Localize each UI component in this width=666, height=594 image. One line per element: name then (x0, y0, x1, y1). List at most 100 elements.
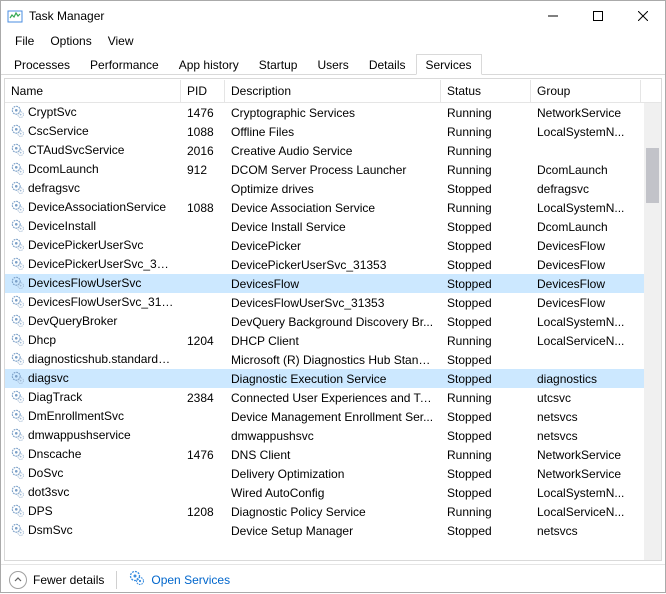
fewer-details-button[interactable]: Fewer details (9, 571, 104, 589)
service-row[interactable]: defragsvcOptimize drivesStoppeddefragsvc (5, 179, 661, 198)
cell-desc: Device Management Enrollment Ser... (225, 409, 441, 425)
service-row[interactable]: DcomLaunch912DCOM Server Process Launche… (5, 160, 661, 179)
services-rows: CryptSvc1476Cryptographic ServicesRunnin… (5, 103, 661, 560)
cell-status: Running (441, 200, 531, 216)
gear-icon (11, 409, 25, 423)
menu-options[interactable]: Options (44, 32, 97, 50)
service-row[interactable]: DevicePickerUserSvc_31353DevicePickerUse… (5, 255, 661, 274)
service-row[interactable]: CTAudSvcService2016Creative Audio Servic… (5, 141, 661, 160)
tab-startup[interactable]: Startup (249, 54, 308, 75)
services-table: ⌃ Name PID Description Status Group Cryp… (4, 78, 662, 561)
service-row[interactable]: dmwappushservicedmwappushsvcStoppednetsv… (5, 426, 661, 445)
cell-desc: Microsoft (R) Diagnostics Hub Stand... (225, 352, 441, 368)
service-row[interactable]: DoSvcDelivery OptimizationStoppedNetwork… (5, 464, 661, 483)
column-header-status[interactable]: Status (441, 80, 531, 102)
service-row[interactable]: CryptSvc1476Cryptographic ServicesRunnin… (5, 103, 661, 122)
cell-pid (181, 492, 225, 494)
service-row[interactable]: DeviceAssociationService1088Device Assoc… (5, 198, 661, 217)
open-services-label: Open Services (151, 573, 230, 587)
cell-pid: 1088 (181, 124, 225, 140)
footer-bar: Fewer details Open Services (1, 564, 665, 594)
column-header-name[interactable]: ⌃ Name (5, 80, 181, 102)
cell-desc: DevicesFlowUserSvc_31353 (225, 295, 441, 311)
cell-name: DevicesFlowUserSvc (5, 275, 181, 292)
cell-group (531, 150, 641, 152)
column-header-group[interactable]: Group (531, 80, 641, 102)
cell-status: Stopped (441, 181, 531, 197)
tab-users[interactable]: Users (307, 54, 358, 75)
column-header-pid[interactable]: PID (181, 80, 225, 102)
cell-name: CscService (5, 123, 181, 140)
service-row[interactable]: DeviceInstallDevice Install ServiceStopp… (5, 217, 661, 236)
service-row[interactable]: DevQueryBrokerDevQuery Background Discov… (5, 312, 661, 331)
cell-group: DcomLaunch (531, 162, 641, 178)
service-row[interactable]: dot3svcWired AutoConfigStoppedLocalSyste… (5, 483, 661, 502)
open-services-link[interactable]: Open Services (129, 570, 230, 589)
gear-icon (11, 124, 25, 138)
cell-desc: Device Setup Manager (225, 523, 441, 539)
cell-status: Running (441, 390, 531, 406)
tab-services[interactable]: Services (416, 54, 482, 75)
cell-pid: 1476 (181, 105, 225, 121)
cell-desc: Optimize drives (225, 181, 441, 197)
gear-icon (11, 219, 25, 233)
scrollbar-track[interactable] (644, 103, 661, 560)
gear-icon (11, 371, 25, 385)
cell-name: DcomLaunch (5, 161, 181, 178)
cell-pid (181, 321, 225, 323)
service-row[interactable]: CscService1088Offline FilesRunningLocalS… (5, 122, 661, 141)
tab-details[interactable]: Details (359, 54, 416, 75)
maximize-button[interactable] (575, 1, 620, 31)
service-row[interactable]: DiagTrack2384Connected User Experiences … (5, 388, 661, 407)
service-row[interactable]: DPS1208Diagnostic Policy ServiceRunningL… (5, 502, 661, 521)
minimize-button[interactable] (530, 1, 575, 31)
service-row[interactable]: Dnscache1476DNS ClientRunningNetworkServ… (5, 445, 661, 464)
cell-name: DoSvc (5, 465, 181, 482)
cell-group: LocalSystemN... (531, 124, 641, 140)
cell-desc: Diagnostic Policy Service (225, 504, 441, 520)
service-row[interactable]: Dhcp1204DHCP ClientRunningLocalServiceN.… (5, 331, 661, 350)
cell-group: DevicesFlow (531, 295, 641, 311)
scrollbar-thumb[interactable] (646, 148, 659, 203)
cell-status: Running (441, 143, 531, 159)
cell-pid: 1088 (181, 200, 225, 216)
cell-group: netsvcs (531, 409, 641, 425)
menu-view[interactable]: View (102, 32, 140, 50)
cell-pid (181, 530, 225, 532)
service-row[interactable]: DsmSvcDevice Setup ManagerStoppednetsvcs (5, 521, 661, 540)
tab-performance[interactable]: Performance (80, 54, 169, 75)
cell-desc: Connected User Experiences and Tel... (225, 390, 441, 406)
tab-app-history[interactable]: App history (169, 54, 249, 75)
gear-icon (11, 390, 25, 404)
cell-status: Stopped (441, 295, 531, 311)
service-row[interactable]: DmEnrollmentSvc Device Management Enrollm… (5, 407, 661, 426)
gear-icon (11, 466, 25, 480)
cell-pid (181, 283, 225, 285)
service-row[interactable]: DevicePickerUserSvcDevicePickerStoppedDe… (5, 236, 661, 255)
cell-status: Stopped (441, 352, 531, 368)
gear-icon (11, 504, 25, 518)
footer-divider (116, 571, 117, 589)
cell-pid (181, 264, 225, 266)
cell-group: LocalServiceN... (531, 504, 641, 520)
cell-group: NetworkService (531, 105, 641, 121)
cell-group: netsvcs (531, 523, 641, 539)
menu-file[interactable]: File (9, 32, 40, 50)
window-controls (530, 1, 665, 31)
cell-name: DmEnrollmentSvc (5, 408, 181, 425)
service-row[interactable]: diagnosticshub.standardco...Microsoft (R… (5, 350, 661, 369)
close-button[interactable] (620, 1, 665, 31)
column-header-description[interactable]: Description (225, 80, 441, 102)
cell-status: Running (441, 504, 531, 520)
gear-icon (11, 238, 25, 252)
service-row[interactable]: diagsvcDiagnostic Execution ServiceStopp… (5, 369, 661, 388)
tab-processes[interactable]: Processes (4, 54, 80, 75)
cell-status: Running (441, 105, 531, 121)
cell-pid (181, 245, 225, 247)
service-row[interactable]: DevicesFlowUserSvcDevicesFlowStoppedDevi… (5, 274, 661, 293)
cell-pid (181, 302, 225, 304)
service-row[interactable]: DevicesFlowUserSvc_31353DevicesFlowUserS… (5, 293, 661, 312)
cell-name: DevicePickerUserSvc_31353 (5, 256, 181, 273)
cell-name: DsmSvc (5, 522, 181, 539)
cell-group: netsvcs (531, 428, 641, 444)
